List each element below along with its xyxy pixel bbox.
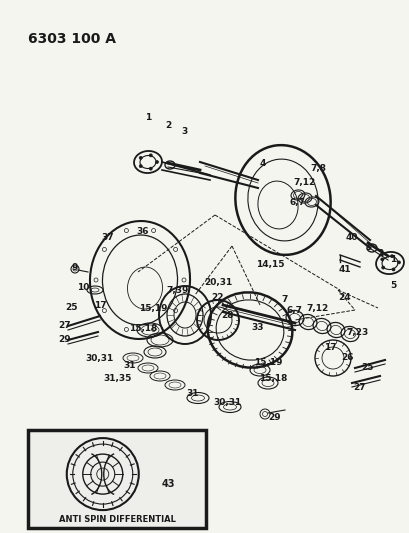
Text: 28: 28 (221, 311, 234, 319)
Text: 37: 37 (101, 232, 114, 241)
Text: 7: 7 (281, 295, 288, 304)
Circle shape (396, 261, 400, 264)
Text: 29: 29 (268, 414, 281, 423)
Text: 15,19: 15,19 (138, 303, 167, 312)
Text: 7,12: 7,12 (293, 179, 315, 188)
Text: 36: 36 (137, 228, 149, 237)
Text: 2: 2 (164, 122, 171, 131)
Circle shape (139, 156, 142, 159)
Text: 30,31: 30,31 (213, 399, 242, 408)
Text: 29: 29 (58, 335, 71, 344)
Circle shape (139, 165, 142, 167)
Text: 17: 17 (94, 301, 106, 310)
Circle shape (391, 268, 394, 271)
Text: 26: 26 (341, 353, 353, 362)
Text: 6,7: 6,7 (286, 305, 302, 314)
Text: 31,35: 31,35 (103, 374, 132, 383)
Text: 15,18: 15,18 (258, 374, 286, 383)
Text: 7,39: 7,39 (166, 286, 189, 295)
Text: 41: 41 (338, 265, 351, 274)
Circle shape (149, 154, 152, 157)
Text: 5: 5 (389, 280, 395, 289)
Text: 31: 31 (124, 360, 136, 369)
Text: 30,31: 30,31 (85, 353, 114, 362)
Text: 33: 33 (251, 324, 264, 333)
Text: 31: 31 (186, 389, 199, 398)
Text: 27: 27 (58, 320, 71, 329)
Text: 6303 100 A: 6303 100 A (28, 32, 116, 46)
Text: 25: 25 (361, 364, 373, 373)
Text: 10: 10 (76, 284, 89, 293)
Circle shape (380, 258, 383, 261)
Text: 15,19: 15,19 (253, 359, 281, 367)
Text: 6,7: 6,7 (289, 198, 305, 206)
Text: 1: 1 (389, 254, 395, 263)
Circle shape (149, 167, 152, 170)
Text: 7,12: 7,12 (306, 303, 328, 312)
Text: 3: 3 (365, 243, 371, 252)
Text: ANTI SPIN DIFFERENTIAL: ANTI SPIN DIFFERENTIAL (58, 515, 175, 524)
Circle shape (155, 160, 158, 164)
Circle shape (381, 266, 384, 269)
Text: 27: 27 (353, 384, 365, 392)
Text: 7,23: 7,23 (346, 327, 368, 336)
Text: 9: 9 (72, 263, 78, 272)
Text: 24: 24 (338, 294, 351, 303)
Text: 15,18: 15,18 (128, 324, 157, 333)
Text: 1: 1 (144, 114, 151, 123)
Text: 17: 17 (323, 343, 335, 352)
Text: 25: 25 (65, 303, 78, 312)
Text: 7,8: 7,8 (309, 164, 325, 173)
Text: 2: 2 (376, 248, 382, 257)
Circle shape (389, 255, 393, 257)
Text: 43: 43 (161, 479, 175, 489)
Text: 20,31: 20,31 (203, 279, 231, 287)
Text: 4: 4 (259, 158, 265, 167)
Text: 3: 3 (182, 127, 188, 136)
Text: 22: 22 (211, 294, 224, 303)
Text: 40: 40 (345, 232, 357, 241)
Text: 14,15: 14,15 (255, 261, 283, 270)
Bar (28, 430, 205, 528)
